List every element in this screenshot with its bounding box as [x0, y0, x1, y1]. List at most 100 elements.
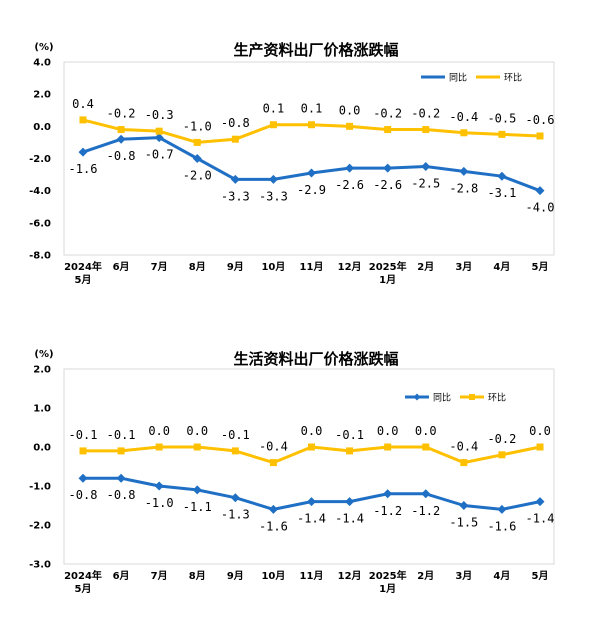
x-tick-label: 3月: [455, 261, 472, 273]
x-tick-label: 12月: [338, 570, 362, 582]
data-point-marker: [116, 473, 126, 483]
x-tick-label: 5月: [532, 261, 549, 273]
x-tick-label: 2024年: [64, 569, 102, 582]
chart-title: 生产资料出厂价格涨跌幅: [233, 41, 398, 59]
y-unit-label: (%): [34, 42, 53, 53]
data-label: 0.0: [415, 424, 437, 438]
data-point-marker: [192, 485, 202, 495]
legend-label: 环比: [488, 392, 506, 404]
data-label: -0.4: [449, 110, 478, 124]
legend-marker: [469, 394, 475, 400]
data-point-marker: [193, 443, 201, 451]
x-tick-label: 5月: [532, 570, 549, 582]
y-tick-label: -3.0: [29, 560, 51, 571]
x-tick-label: 1月: [379, 583, 396, 595]
data-point-marker: [154, 481, 164, 491]
data-label: -2.0: [183, 169, 212, 183]
data-label: -0.8: [107, 488, 136, 502]
data-point-marker: [459, 166, 469, 176]
x-tick-label: 5月: [75, 583, 92, 595]
data-label: -1.2: [373, 504, 402, 518]
data-point-marker: [421, 489, 431, 499]
data-point-marker: [345, 497, 355, 507]
y-tick-label: 2.0: [33, 90, 51, 101]
data-point-marker: [422, 126, 430, 134]
data-label: -0.1: [335, 428, 364, 442]
data-label: 0.0: [377, 424, 399, 438]
y-tick-label: 1.0: [33, 404, 51, 415]
plot-area-frame: [63, 368, 555, 565]
data-point-marker: [117, 447, 125, 455]
data-point-marker: [155, 443, 163, 451]
data-label: -1.4: [335, 512, 364, 526]
data-label: 0.0: [529, 424, 551, 438]
y-tick-label: 4.0: [33, 58, 51, 69]
data-label: -2.5: [411, 177, 440, 191]
data-label: -0.8: [69, 488, 98, 502]
data-point-marker: [460, 129, 468, 137]
data-point-marker: [383, 489, 393, 499]
data-point-marker: [230, 174, 240, 184]
production-materials-chart: 生产资料出厂价格涨跌幅 (%) 4.0 2.0 0.0 -2.0 -4.0 -6.0 -8.…: [29, 41, 555, 286]
data-label: -1.4: [526, 512, 555, 526]
x-tick-label: 8月: [189, 570, 206, 582]
data-point-marker: [346, 122, 354, 130]
data-label: -0.2: [373, 107, 402, 121]
y-tick-label: -2.0: [29, 521, 51, 532]
data-point-marker: [498, 451, 506, 459]
x-tick-label: 6月: [113, 570, 130, 582]
y-tick-label: -1.0: [29, 482, 51, 493]
legend-label: 同比: [449, 72, 467, 84]
data-label: -4.0: [526, 201, 555, 215]
x-tick-label: 11月: [300, 261, 324, 273]
data-point-marker: [155, 127, 163, 135]
data-point-marker: [79, 447, 87, 455]
data-point-marker: [459, 501, 469, 510]
x-tick-label: 10月: [261, 570, 285, 582]
y-tick-label: 0.0: [33, 122, 51, 133]
x-tick-label: 8月: [189, 261, 206, 273]
data-point-marker: [307, 497, 316, 507]
data-point-marker: [268, 174, 278, 184]
data-point-marker: [308, 121, 315, 129]
living-materials-chart: 生活资料出厂价格涨跌幅 (%) 2.0 1.0 0.0 -1.0 -2.0 -3.0 202…: [29, 349, 555, 595]
data-label: 0.0: [148, 424, 170, 438]
data-point-marker: [460, 459, 468, 467]
data-point-marker: [269, 459, 277, 467]
data-point-marker: [231, 135, 239, 143]
x-tick-label: 6月: [113, 261, 130, 273]
plot-area-frame: [63, 61, 555, 256]
data-point-marker: [78, 473, 88, 483]
data-point-marker: [383, 163, 393, 173]
y-tick-label: -4.0: [29, 186, 51, 197]
data-label: -1.5: [449, 516, 478, 530]
legend-marker: [413, 393, 421, 401]
data-label: -1.6: [487, 519, 516, 533]
data-point-marker: [536, 132, 544, 140]
data-point-marker: [536, 443, 544, 451]
data-label: -0.3: [145, 108, 174, 122]
data-point-marker: [384, 443, 392, 451]
x-tick-label: 10月: [261, 261, 285, 273]
y-unit-label: (%): [34, 349, 53, 360]
data-label: -1.1: [183, 500, 212, 514]
data-label: -0.2: [411, 107, 440, 121]
x-tick-label: 3月: [455, 570, 472, 582]
x-tick-label: 9月: [227, 261, 244, 273]
x-tick-label: 7月: [151, 570, 168, 582]
data-label: -1.4: [297, 512, 326, 526]
data-label: -1.6: [259, 519, 288, 533]
data-label: -0.6: [526, 113, 555, 127]
data-label: -3.3: [259, 189, 288, 203]
x-tick-label: 2024年: [64, 260, 102, 273]
x-tick-label: 2025年: [369, 260, 407, 273]
x-tick-label: 2025年: [369, 569, 407, 582]
data-label: -1.0: [183, 119, 212, 133]
x-tick-label: 11月: [300, 570, 324, 582]
legend-label: 环比: [504, 72, 522, 84]
data-point-marker: [497, 171, 507, 181]
data-point-marker: [308, 443, 315, 451]
y-tick-label: 2.0: [33, 365, 51, 376]
data-label: -0.1: [107, 428, 136, 442]
